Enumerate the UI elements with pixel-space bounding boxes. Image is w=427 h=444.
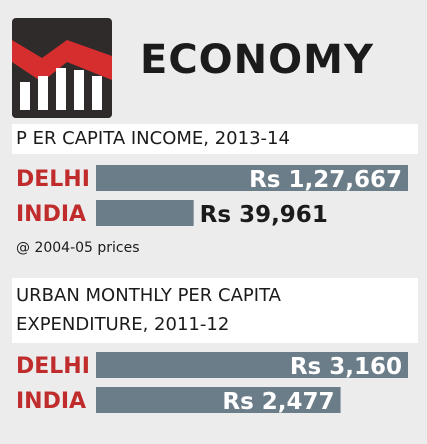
category-label-india: INDIA	[16, 389, 86, 414]
category-label-delhi: DELHI	[16, 354, 90, 379]
economy-logo	[12, 18, 112, 118]
prices-footnote: @ 2004-05 prices	[16, 240, 140, 256]
value-label-delhi: Rs 1,27,667	[249, 167, 402, 193]
bar-delhi	[96, 352, 408, 378]
monthly-expenditure-title: URBAN MONTHLY PER CAPITA EXPENDITURE, 20…	[12, 278, 418, 343]
value-label-delhi: Rs 3,160	[290, 354, 402, 380]
bar-india	[96, 387, 341, 413]
header: ECONOMY	[0, 0, 427, 122]
value-label-india: Rs 39,961	[200, 202, 328, 228]
per-capita-income-title: P ER CAPITA INCOME, 2013-14	[12, 124, 418, 154]
bar-chart-trend-icon	[12, 40, 112, 118]
bar-india	[96, 200, 194, 226]
page-title: ECONOMY	[140, 37, 374, 83]
bar-delhi	[96, 165, 408, 191]
category-label-india: INDIA	[16, 202, 86, 227]
value-label-india: Rs 2,477	[222, 389, 334, 415]
category-label-delhi: DELHI	[16, 167, 90, 192]
